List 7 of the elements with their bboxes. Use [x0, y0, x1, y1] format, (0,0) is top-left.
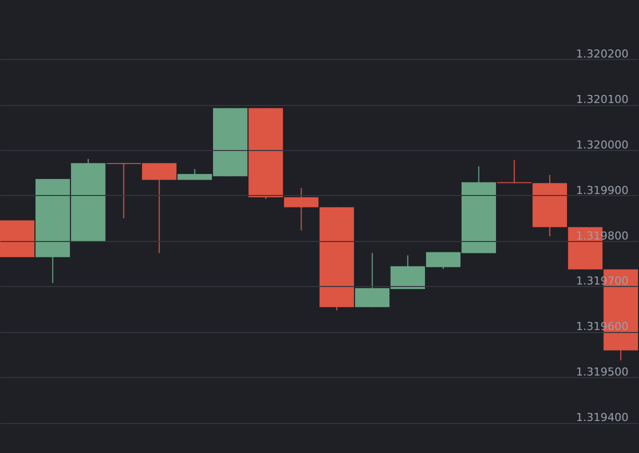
y-tick-label: 1.320100 [576, 93, 628, 106]
y-tick-label: 1.319500 [576, 366, 628, 379]
y-tick-label: 1.320200 [576, 48, 628, 61]
y-tick-label: 1.319900 [576, 184, 628, 197]
y-tick-label: 1.320000 [576, 138, 628, 152]
y-tick-label: 1.319400 [576, 411, 628, 424]
y-tick-label: 1.319800 [576, 229, 628, 242]
